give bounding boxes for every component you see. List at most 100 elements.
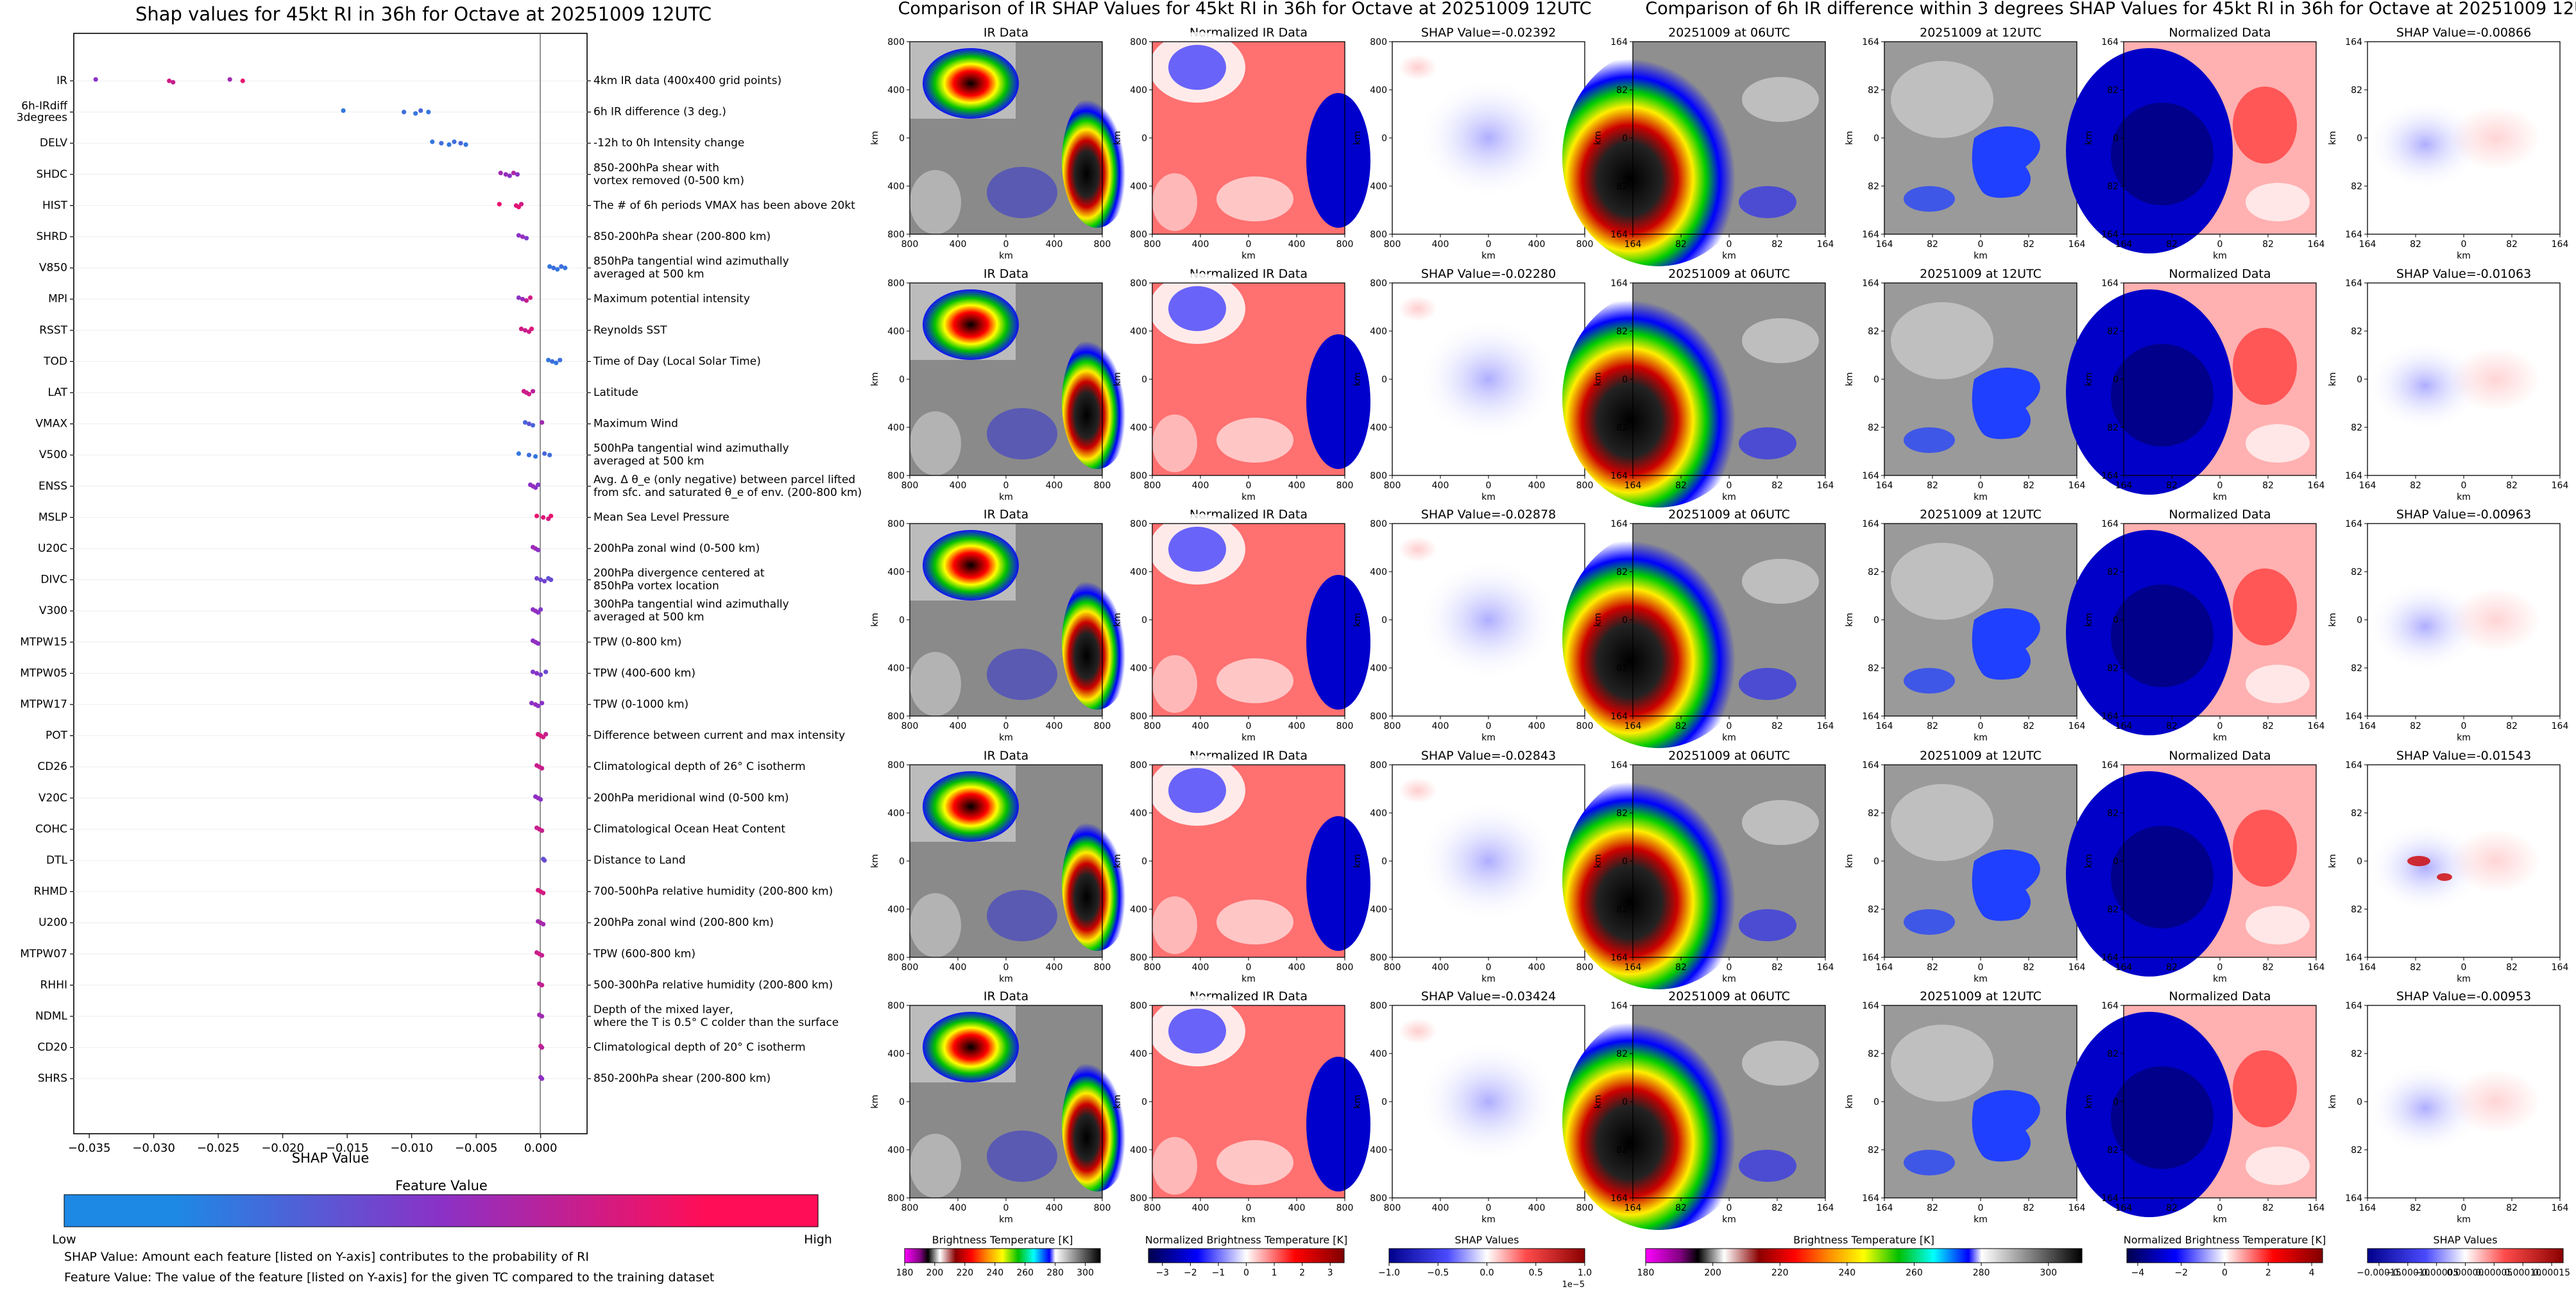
feature-label: V300 bbox=[39, 604, 67, 617]
x-tick-label: −0.015 bbox=[326, 1141, 369, 1155]
x-tick-label: 400 bbox=[1288, 962, 1306, 973]
y-tick-label: 164 bbox=[1862, 1193, 1879, 1204]
shap-point bbox=[511, 171, 516, 176]
shap-point bbox=[536, 482, 541, 488]
x-tick-label: 164 bbox=[2115, 1203, 2133, 1213]
colorbar-tick-label: 180 bbox=[1637, 1268, 1655, 1278]
y-tick-label: 800 bbox=[887, 1001, 905, 1011]
y-axis-label: km bbox=[2084, 613, 2094, 627]
cold-cloud-region bbox=[1972, 849, 2040, 921]
x-tick-label: 164 bbox=[2115, 721, 2133, 731]
x-tick-label: −0.005 bbox=[455, 1141, 498, 1155]
x-tick-label: 0 bbox=[1003, 239, 1009, 250]
y-tick-label: 82 bbox=[1616, 327, 1628, 337]
x-tick-label: 82 bbox=[2166, 481, 2178, 491]
y-tick-label: 0 bbox=[2357, 1097, 2362, 1107]
y-tick-label: 82 bbox=[2351, 1145, 2362, 1156]
ir-storm bbox=[923, 1012, 1019, 1082]
y-tick-label: 0 bbox=[2113, 1097, 2119, 1107]
feature-label: CD20 bbox=[37, 1041, 67, 1054]
normalized-warm-region bbox=[2233, 1050, 2297, 1127]
feature-description: 850-200hPa shear (200-800 km) bbox=[593, 230, 771, 243]
y-tick-label: 800 bbox=[1370, 230, 1387, 240]
x-tick-label: 164 bbox=[1817, 962, 1834, 973]
y-axis-label: km bbox=[2328, 854, 2338, 868]
cloud-band bbox=[1742, 318, 1819, 363]
normalized-cold-core bbox=[2111, 103, 2213, 205]
normalized-neutral-region bbox=[2246, 665, 2310, 703]
x-tick-label: 82 bbox=[1927, 962, 1938, 973]
shap-negative-area bbox=[2367, 99, 2483, 189]
x-tick-label: 0 bbox=[1978, 962, 1984, 973]
shap-point bbox=[524, 235, 529, 241]
y-axis-label: km bbox=[1845, 1095, 1855, 1109]
x-tick-label: 800 bbox=[1576, 721, 1594, 731]
feature-label: SHDC bbox=[36, 168, 67, 181]
shap-point bbox=[516, 295, 522, 300]
y-axis-label: km bbox=[1113, 1095, 1123, 1109]
y-tick-label: 800 bbox=[887, 471, 905, 481]
colorbar-tick-label: 200 bbox=[1704, 1268, 1721, 1278]
x-tick-label: 82 bbox=[2262, 721, 2274, 731]
x-axis-label: km bbox=[1974, 1215, 1988, 1225]
y-axis-label: km bbox=[1845, 372, 1855, 386]
normalized-cold-core bbox=[1168, 527, 1226, 572]
y-tick-label: 800 bbox=[1370, 953, 1387, 963]
y-tick-label: 164 bbox=[2101, 1193, 2119, 1204]
x-tick-label: 164 bbox=[1817, 481, 1834, 491]
cloud-band bbox=[1742, 77, 1819, 122]
y-axis-label: km bbox=[1593, 1095, 1603, 1109]
x-tick-label: 82 bbox=[2023, 1203, 2034, 1213]
feature-description: Maximum Wind bbox=[593, 418, 678, 431]
x-axis-label: km bbox=[1241, 251, 1256, 261]
y-axis-label: km bbox=[2328, 613, 2338, 627]
feature-description: Distance to Land bbox=[593, 854, 686, 867]
x-tick-label: 82 bbox=[2410, 239, 2421, 250]
x-axis-label: km bbox=[1481, 251, 1496, 261]
normalized-cloud bbox=[1152, 655, 1197, 713]
feature-description: 700-500hPa relative humidity (200-800 km… bbox=[593, 885, 833, 898]
x-tick-label: 800 bbox=[1094, 239, 1111, 250]
x-tick-label: 400 bbox=[1192, 721, 1209, 731]
x-tick-label: 400 bbox=[1528, 962, 1546, 973]
x-tick-label: 800 bbox=[901, 962, 919, 973]
colorbar-label: SHAP Values bbox=[1454, 1234, 1519, 1246]
feature-description: TPW (0-800 km) bbox=[593, 636, 681, 649]
x-tick-label: 164 bbox=[2552, 239, 2569, 250]
y-tick-label: 0 bbox=[1381, 133, 1387, 144]
y-tick-label: 164 bbox=[1610, 953, 1628, 963]
feature-description: The # of 6h periods VMAX has been above … bbox=[593, 199, 855, 212]
shap-point bbox=[413, 111, 418, 116]
y-axis-label: km bbox=[870, 372, 880, 386]
colorbar-tick-label: −1 bbox=[1212, 1268, 1225, 1278]
y-axis-label: km bbox=[1113, 131, 1123, 145]
x-tick-label: 800 bbox=[901, 239, 919, 250]
y-tick-label: 0 bbox=[1381, 857, 1387, 867]
y-axis-label: km bbox=[1352, 372, 1363, 386]
colorbar bbox=[1388, 1248, 1585, 1263]
shap-point bbox=[520, 234, 525, 239]
shap-point bbox=[447, 142, 452, 147]
x-tick-label: 0.000 bbox=[524, 1141, 558, 1155]
ir-storm bbox=[923, 289, 1019, 360]
x-tick-label: 800 bbox=[1336, 721, 1354, 731]
x-tick-label: 164 bbox=[1625, 239, 1642, 250]
y-tick-label: 164 bbox=[2345, 953, 2362, 963]
panel-title: 20251009 at 12UTC bbox=[1920, 749, 2042, 763]
y-axis-label: km bbox=[1845, 131, 1855, 145]
cloud-band bbox=[1739, 1150, 1796, 1182]
y-tick-label: 82 bbox=[2351, 423, 2362, 433]
cold-cloud-region bbox=[1972, 126, 2040, 198]
x-tick-label: 164 bbox=[2308, 239, 2325, 250]
x-tick-label: 164 bbox=[1876, 962, 1893, 973]
colorbar-multiplier: 1e−5 bbox=[1562, 1280, 1585, 1289]
panel-title: Normalized Data bbox=[2169, 989, 2271, 1003]
feature-label: DIVC bbox=[40, 574, 67, 586]
y-tick-label: 82 bbox=[1868, 663, 1879, 674]
shap-point bbox=[418, 108, 423, 113]
feature-description: 200hPa meridional wind (0-500 km) bbox=[593, 792, 789, 805]
y-tick-label: 82 bbox=[1616, 663, 1628, 674]
colorbar-tick-label: −1.0 bbox=[1378, 1268, 1400, 1278]
y-axis-label: km bbox=[2084, 131, 2094, 145]
colorbar-tick-label: 280 bbox=[1973, 1268, 1990, 1278]
